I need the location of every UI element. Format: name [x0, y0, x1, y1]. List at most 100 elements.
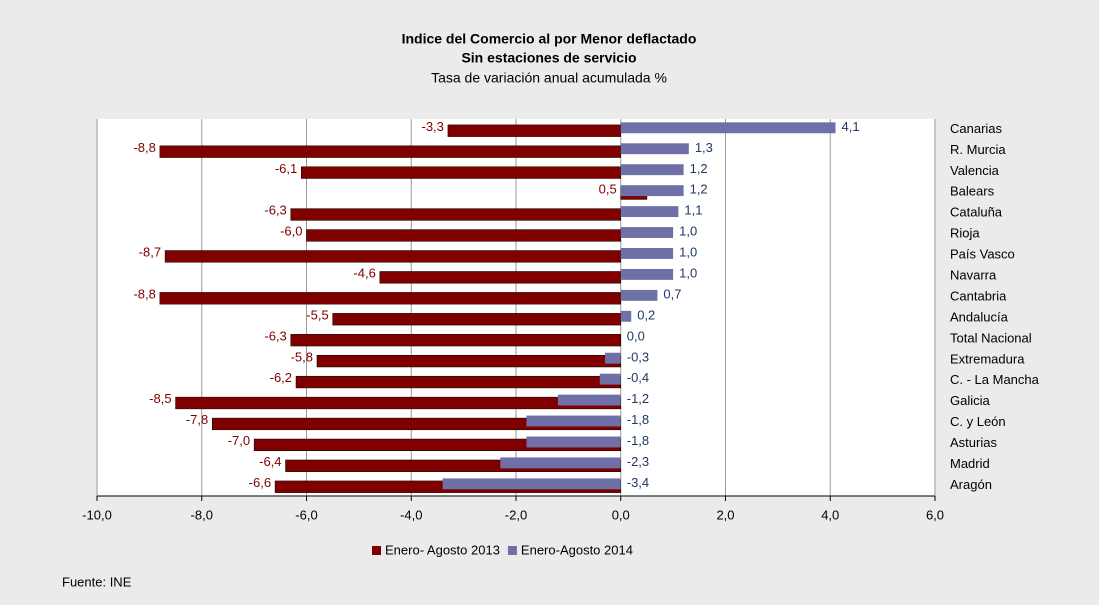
- bar: [557, 394, 621, 406]
- data-label: -3,3: [422, 119, 444, 134]
- x-tick-label: 4,0: [821, 507, 839, 522]
- y-tick-label: Madrid: [950, 456, 990, 471]
- bar: [526, 415, 621, 427]
- data-label: -6,4: [259, 454, 281, 469]
- data-label: -7,8: [186, 412, 208, 427]
- data-label: -5,8: [291, 349, 313, 364]
- data-label: -4,6: [353, 266, 375, 281]
- chart-subtitle: Sin estaciones de servicio: [461, 50, 636, 66]
- y-tick-label: Extremadura: [950, 351, 1025, 366]
- y-tick-label: Balears: [950, 184, 995, 199]
- bar: [159, 292, 621, 305]
- x-tick-label: 6,0: [926, 507, 944, 522]
- data-label: -8,5: [149, 391, 171, 406]
- data-label: 1,2: [690, 161, 708, 176]
- legend-label: Enero-Agosto 2014: [521, 542, 633, 557]
- x-tick-label: -10,0: [82, 507, 112, 522]
- data-label: -0,4: [627, 370, 649, 385]
- data-label: -1,8: [627, 412, 649, 427]
- x-tick-label: -8,0: [191, 507, 213, 522]
- bar: [620, 289, 658, 301]
- bar: [620, 143, 689, 155]
- bar: [290, 334, 621, 347]
- y-tick-label: Navarra: [950, 268, 997, 283]
- legend-swatch: [372, 546, 381, 555]
- data-label: 0,5: [599, 182, 617, 197]
- y-tick-label: Aragón: [950, 477, 992, 492]
- bar: [620, 206, 679, 218]
- x-tick-label: -4,0: [400, 507, 422, 522]
- data-label: 0,0: [627, 328, 645, 343]
- bar: [316, 355, 621, 368]
- y-tick-label: Total Nacional: [950, 330, 1032, 345]
- data-label: 0,7: [663, 286, 681, 301]
- data-label: -6,1: [275, 161, 297, 176]
- bar: [301, 166, 621, 179]
- y-tick-label: País Vasco: [950, 247, 1015, 262]
- bar: [164, 250, 621, 263]
- chart-subtitle: Tasa de variación anual acumulada %: [431, 70, 667, 86]
- y-tick-label: Rioja: [950, 226, 980, 241]
- data-label: 1,1: [684, 203, 702, 218]
- y-tick-label: Galicia: [950, 393, 991, 408]
- bar: [620, 122, 836, 134]
- data-label: -6,6: [249, 475, 271, 490]
- y-tick-label: Andalucía: [950, 309, 1009, 324]
- data-label: -1,2: [627, 391, 649, 406]
- bar: [447, 124, 621, 137]
- y-tick-label: Canarias: [950, 121, 1003, 136]
- bar: [332, 313, 621, 326]
- bar: [306, 229, 621, 242]
- x-tick-label: 0,0: [612, 507, 630, 522]
- bar: [526, 436, 621, 448]
- data-label: -3,4: [627, 475, 649, 490]
- data-label: -6,3: [264, 328, 286, 343]
- data-label: -8,7: [139, 245, 161, 260]
- data-label: -6,2: [270, 370, 292, 385]
- bar: [500, 457, 621, 469]
- data-label: 1,0: [679, 245, 697, 260]
- data-label: -1,8: [627, 433, 649, 448]
- bar: [620, 310, 632, 322]
- x-tick-label: -6,0: [295, 507, 317, 522]
- x-tick-label: -2,0: [505, 507, 527, 522]
- bar: [620, 248, 674, 259]
- chart-title: Indice del Comercio al por Menor deflact…: [402, 31, 697, 47]
- y-tick-label: C. y León: [950, 414, 1006, 429]
- bar: [620, 164, 684, 176]
- y-tick-label: Valencia: [950, 163, 1000, 178]
- data-label: -6,3: [264, 203, 286, 218]
- source: Fuente: INE: [62, 574, 132, 589]
- data-label: 1,3: [695, 140, 713, 155]
- data-label: -6,0: [280, 224, 302, 239]
- data-label: 4,1: [841, 119, 859, 134]
- legend-label: Enero- Agosto 2013: [385, 542, 500, 557]
- y-tick-label: Cataluña: [950, 205, 1003, 220]
- data-label: -5,5: [306, 307, 328, 322]
- y-tick-label: C. - La Mancha: [950, 372, 1040, 387]
- bar: [159, 145, 621, 158]
- bar: [620, 268, 674, 280]
- bar: [620, 185, 684, 197]
- data-label: 1,0: [679, 266, 697, 281]
- y-tick-label: Asturias: [950, 435, 997, 450]
- y-tick-label: Cantabria: [950, 288, 1007, 303]
- x-tick-label: 2,0: [716, 507, 734, 522]
- data-label: -0,3: [627, 349, 649, 364]
- legend-swatch: [507, 546, 517, 555]
- bar: [290, 208, 621, 221]
- data-label: 1,0: [679, 224, 697, 239]
- bar: [620, 227, 674, 238]
- bar: [295, 375, 621, 389]
- data-label: -7,0: [228, 433, 250, 448]
- data-label: -8,8: [133, 140, 155, 155]
- bar: [175, 396, 621, 410]
- bar: [599, 373, 621, 385]
- y-tick-label: R. Murcia: [950, 142, 1006, 157]
- bar: [605, 352, 621, 364]
- data-label: 1,2: [690, 182, 708, 197]
- bar: [442, 478, 621, 490]
- data-label: -8,8: [133, 286, 155, 301]
- data-label: 0,2: [637, 307, 655, 322]
